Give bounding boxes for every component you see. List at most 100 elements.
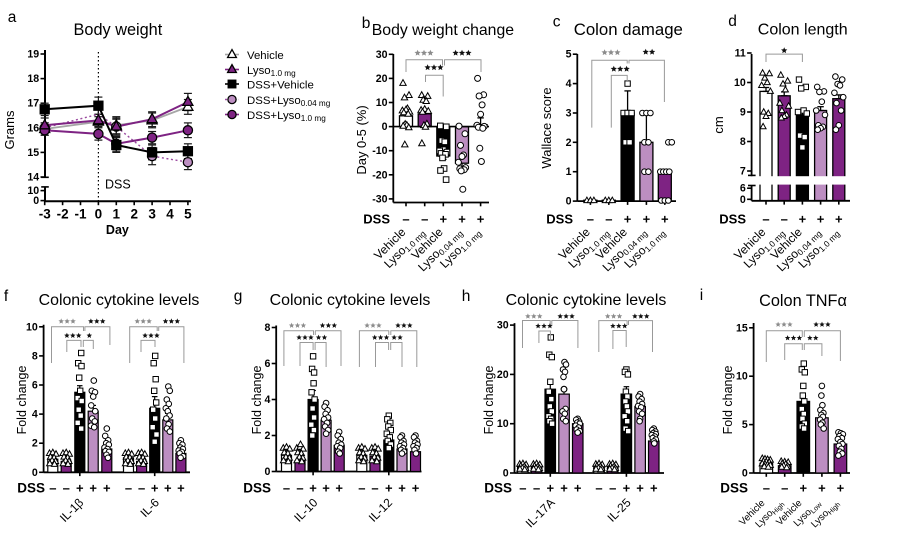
svg-text:0: 0 (503, 468, 509, 480)
svg-text:14: 14 (27, 172, 39, 184)
svg-text:–: – (371, 480, 378, 495)
svg-text:Colon TNFα: Colon TNFα (759, 292, 847, 310)
svg-text:0: 0 (740, 194, 746, 206)
svg-text:Grams: Grams (2, 110, 17, 150)
svg-text:2: 2 (130, 207, 138, 222)
svg-text:Colon length: Colon length (758, 22, 848, 39)
svg-text:–: – (609, 480, 616, 495)
svg-text:7: 7 (740, 166, 746, 178)
svg-text:+: + (89, 480, 97, 495)
svg-text:Day 0-5 (%): Day 0-5 (%) (354, 105, 369, 174)
svg-text:10: 10 (27, 185, 39, 197)
svg-text:Body weight: Body weight (74, 21, 163, 39)
svg-text:–: – (421, 212, 428, 227)
svg-text:–: – (63, 480, 70, 495)
svg-text:d: d (728, 13, 737, 30)
svg-text:0: 0 (264, 466, 270, 478)
svg-text:+: + (547, 480, 555, 495)
svg-text:–: – (296, 480, 303, 495)
svg-text:0: 0 (95, 207, 103, 222)
svg-text:4: 4 (566, 78, 572, 90)
svg-text:Fold change: Fold change (250, 366, 264, 435)
svg-text:–: – (49, 480, 56, 495)
svg-text:–: – (781, 212, 788, 227)
svg-text:4: 4 (32, 409, 38, 421)
svg-text:+: + (440, 212, 448, 227)
svg-text:+: + (661, 212, 669, 227)
svg-text:–: – (138, 480, 145, 495)
svg-text:4: 4 (166, 207, 174, 222)
svg-text:+: + (799, 212, 807, 227)
svg-text:–: – (402, 212, 409, 227)
svg-text:15: 15 (736, 322, 748, 334)
svg-text:cm: cm (711, 116, 726, 133)
svg-text:19: 19 (27, 49, 39, 61)
svg-text:0: 0 (32, 467, 38, 479)
svg-text:+: + (800, 480, 808, 495)
svg-text:5: 5 (184, 207, 192, 222)
svg-text:Colonic cytokine levels: Colonic cytokine levels (39, 292, 200, 309)
svg-text:–: – (763, 480, 770, 495)
svg-text:+: + (835, 212, 843, 227)
svg-text:+: + (650, 480, 658, 495)
svg-text:18: 18 (27, 73, 39, 85)
svg-text:8: 8 (264, 322, 270, 334)
svg-text:–: – (781, 480, 788, 495)
svg-text:2: 2 (566, 137, 572, 149)
svg-text:Wallace score: Wallace score (539, 87, 554, 168)
svg-text:-30: -30 (372, 193, 387, 205)
svg-text:+: + (636, 480, 644, 495)
svg-text:DSS: DSS (719, 212, 746, 227)
svg-text:+: + (385, 480, 393, 495)
svg-text:30: 30 (376, 49, 388, 61)
svg-text:1: 1 (566, 166, 572, 178)
svg-text:+: + (335, 480, 343, 495)
svg-text:0: 0 (33, 195, 39, 207)
svg-text:Lyso1.0 mg: Lyso1.0 mg (247, 65, 296, 78)
svg-text:0: 0 (382, 121, 388, 133)
svg-text:f: f (4, 288, 9, 305)
svg-text:–: – (358, 480, 365, 495)
svg-text:10: 10 (736, 371, 748, 383)
svg-text:17: 17 (27, 98, 39, 110)
svg-text:3: 3 (566, 108, 572, 120)
svg-text:6: 6 (740, 183, 746, 195)
svg-text:-2: -2 (57, 207, 69, 222)
svg-text:–: – (605, 212, 612, 227)
svg-text:10: 10 (376, 97, 388, 109)
svg-text:+: + (103, 480, 111, 495)
svg-text:+: + (643, 212, 651, 227)
svg-text:15: 15 (27, 147, 39, 159)
svg-text:6: 6 (264, 358, 270, 370)
svg-text:0: 0 (566, 196, 572, 208)
svg-text:-10: -10 (372, 145, 387, 157)
svg-text:DSS: DSS (17, 480, 45, 495)
svg-text:0: 0 (742, 468, 748, 480)
svg-text:+: + (164, 480, 172, 495)
svg-text:+: + (818, 480, 826, 495)
svg-text:+: + (151, 480, 159, 495)
svg-text:–: – (595, 480, 602, 495)
svg-text:–: – (587, 212, 594, 227)
svg-text:-3: -3 (39, 207, 51, 222)
svg-text:–: – (533, 480, 540, 495)
svg-text:30: 30 (497, 320, 509, 332)
svg-text:+: + (624, 212, 632, 227)
svg-text:10: 10 (26, 321, 38, 333)
svg-text:16: 16 (27, 122, 39, 134)
svg-text:+: + (322, 480, 330, 495)
svg-text:9: 9 (740, 107, 746, 119)
svg-text:2: 2 (264, 430, 270, 442)
svg-text:DSS: DSS (720, 480, 748, 495)
svg-text:8: 8 (740, 136, 746, 148)
svg-text:–: – (125, 480, 132, 495)
svg-text:10: 10 (497, 418, 509, 430)
svg-text:DSS: DSS (546, 212, 573, 227)
svg-text:-20: -20 (372, 169, 387, 181)
svg-text:2: 2 (32, 438, 38, 450)
svg-text:a: a (8, 9, 17, 26)
svg-text:DSS+Lyso1.0 mg: DSS+Lyso1.0 mg (247, 110, 326, 123)
svg-text:+: + (560, 480, 568, 495)
svg-text:i: i (700, 287, 703, 304)
svg-text:+: + (398, 480, 406, 495)
